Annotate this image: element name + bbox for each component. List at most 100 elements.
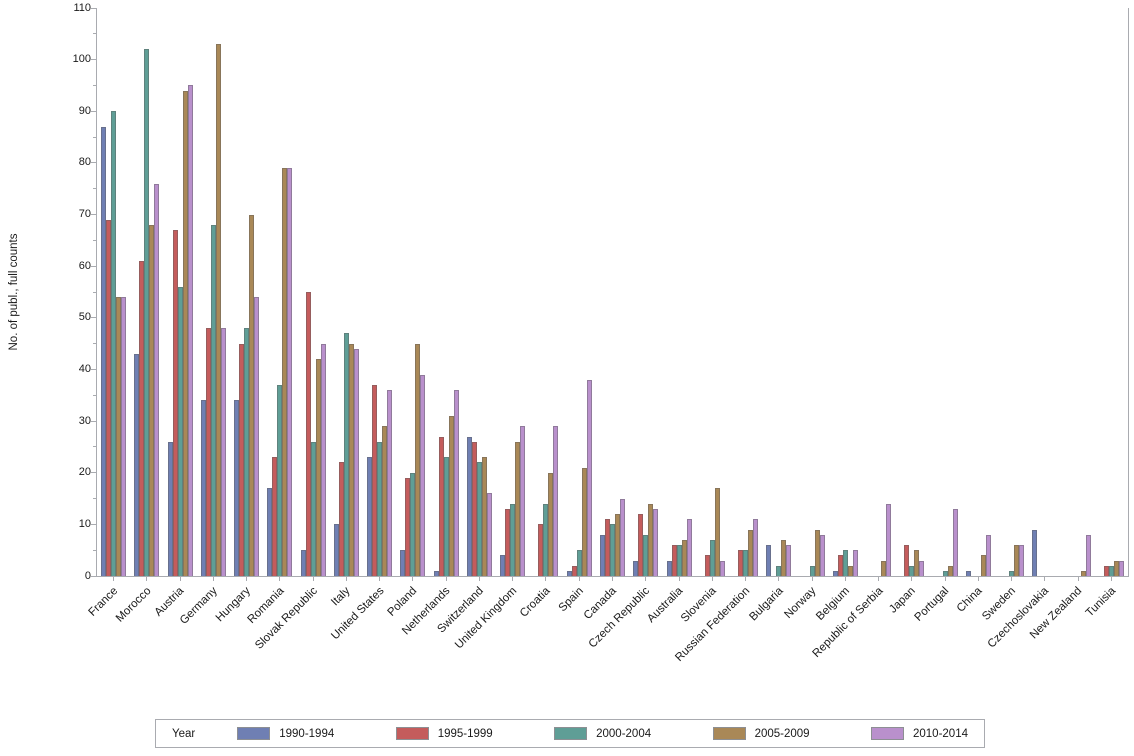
y-tick xyxy=(91,420,97,422)
bar xyxy=(852,550,858,576)
y-tick-label: 30 xyxy=(78,414,91,427)
bar xyxy=(139,261,145,576)
bar xyxy=(200,400,206,576)
y-minor-tick xyxy=(93,394,97,396)
bar xyxy=(282,168,288,576)
bar xyxy=(1113,561,1119,576)
legend-entry: 2005-2009 xyxy=(712,727,810,740)
bar-group xyxy=(297,292,330,576)
bar xyxy=(287,168,293,576)
bar xyxy=(154,184,160,576)
bar xyxy=(182,91,188,576)
x-axis-line xyxy=(96,576,1129,577)
bar xyxy=(1118,561,1124,576)
bar xyxy=(776,566,782,576)
bar xyxy=(709,540,715,576)
x-tick xyxy=(944,577,946,581)
bar xyxy=(348,344,354,576)
bar xyxy=(310,442,316,576)
bar xyxy=(448,416,454,576)
bar-group xyxy=(396,344,429,576)
bar xyxy=(619,499,625,576)
legend-swatch xyxy=(712,727,746,740)
y-tick-label: 40 xyxy=(78,362,91,375)
bar xyxy=(210,225,216,576)
bar xyxy=(476,462,482,576)
legend-entry: 1995-1999 xyxy=(395,727,493,740)
bar xyxy=(566,571,572,576)
bar-group xyxy=(962,535,995,576)
bar xyxy=(405,478,411,576)
legend-label: 2005-2009 xyxy=(754,727,810,740)
bar xyxy=(367,457,373,576)
bar xyxy=(106,220,112,576)
y-minor-tick xyxy=(93,239,97,241)
x-category-label: Italy xyxy=(329,585,353,609)
bar xyxy=(609,524,615,576)
bar xyxy=(738,550,744,576)
bar xyxy=(919,561,925,576)
bar xyxy=(1014,545,1020,576)
x-category-label: United Kingdom xyxy=(452,585,520,652)
x-tick xyxy=(911,577,913,581)
y-tick-label: 70 xyxy=(78,208,91,221)
y-tick xyxy=(91,162,97,164)
bar-group xyxy=(795,530,828,576)
y-axis-title: No. of publ., full counts xyxy=(8,233,20,351)
y-minor-tick xyxy=(93,498,97,500)
bar xyxy=(714,488,720,576)
y-tick xyxy=(91,265,97,267)
bar xyxy=(377,442,383,576)
legend-entry: 1990-1994 xyxy=(237,727,334,740)
bar xyxy=(886,504,892,576)
bar-group xyxy=(895,545,928,576)
bar-group xyxy=(330,333,363,576)
bar xyxy=(881,561,887,576)
bar xyxy=(520,426,526,576)
bar xyxy=(144,49,150,576)
bar-group xyxy=(829,550,862,576)
bar xyxy=(538,524,544,576)
bar xyxy=(300,550,306,576)
bar xyxy=(315,359,321,576)
bar xyxy=(837,555,843,576)
legend-swatch xyxy=(871,727,904,740)
x-category-label: Norway xyxy=(782,585,819,622)
bar xyxy=(766,545,772,576)
y-minor-tick xyxy=(93,549,97,551)
bar xyxy=(1009,571,1015,576)
x-tick xyxy=(379,577,381,581)
legend-swatch xyxy=(237,727,271,740)
bar xyxy=(272,457,278,576)
legend-label: 2010-2014 xyxy=(913,727,968,740)
bar xyxy=(1108,566,1114,576)
y-minor-tick xyxy=(93,84,97,86)
x-tick xyxy=(445,577,447,581)
bar-group xyxy=(862,504,895,576)
plot-right-border xyxy=(1128,8,1129,577)
bar-group xyxy=(230,215,263,576)
bar xyxy=(277,385,283,576)
x-tick xyxy=(878,577,880,581)
legend-swatch xyxy=(554,727,588,740)
x-tick xyxy=(212,577,214,581)
bar xyxy=(249,215,255,576)
bar xyxy=(515,442,521,576)
y-tick xyxy=(91,7,97,9)
bar xyxy=(942,571,948,576)
x-category-label: Bulgaria xyxy=(746,585,786,624)
bar xyxy=(704,555,710,576)
y-tick-label: 60 xyxy=(78,259,91,272)
x-category-label: Tunisia xyxy=(1083,585,1118,620)
y-minor-tick xyxy=(93,291,97,293)
x-tick xyxy=(312,577,314,581)
bar xyxy=(743,550,749,576)
bar-group xyxy=(197,44,230,576)
bar xyxy=(576,550,582,576)
bar xyxy=(1032,530,1038,576)
bar xyxy=(177,287,183,576)
bar xyxy=(172,230,178,576)
bar xyxy=(415,344,421,576)
bar-group xyxy=(463,437,496,576)
x-tick xyxy=(1011,577,1013,581)
